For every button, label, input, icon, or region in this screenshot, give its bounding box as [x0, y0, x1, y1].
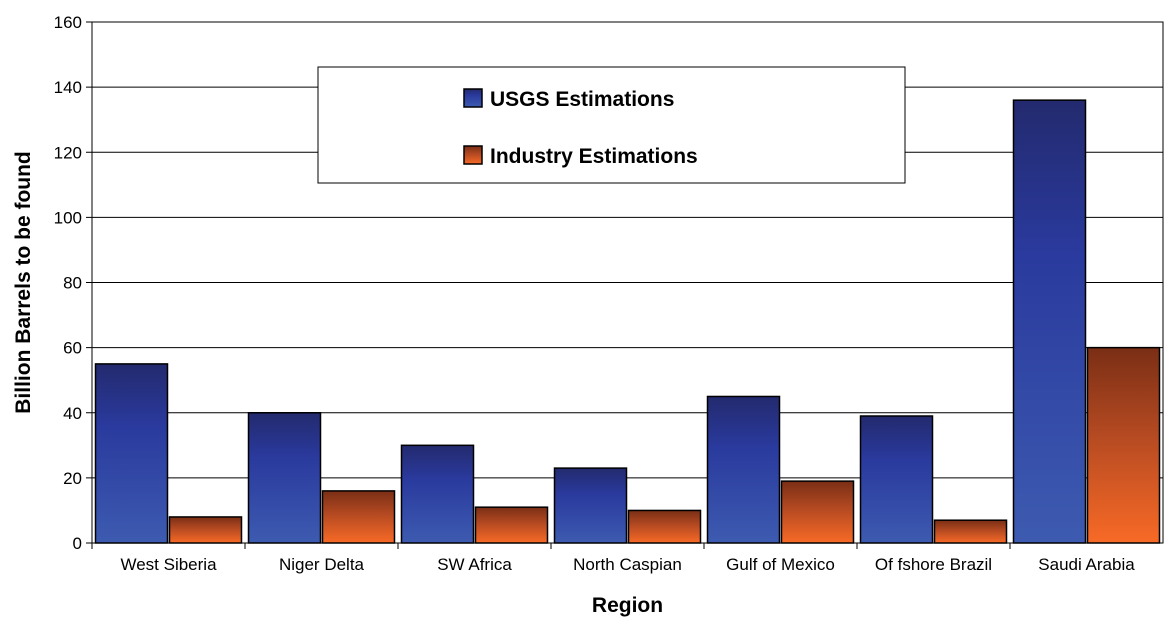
y-tick-label: 60: [63, 339, 82, 358]
x-axis-tick-labels: West Siberia Niger Delta SW Africa North Ca…: [91, 543, 1135, 574]
x-tick-label: North Caspian: [573, 555, 682, 574]
y-tick-label: 100: [54, 208, 82, 227]
legend-label-industry: Industry Estimations: [490, 145, 698, 168]
bar-industry-0: [168, 516, 243, 544]
y-tick-label: 20: [63, 469, 82, 488]
bar-industry-6: [1086, 346, 1161, 544]
bar-usgs-1: [247, 412, 322, 544]
y-tick-label: 80: [63, 274, 82, 293]
bar-usgs-6: [1012, 99, 1087, 544]
y-tick-label: 120: [54, 143, 82, 162]
legend: USGS Estimations Industry Estimations: [317, 66, 906, 184]
bar-industry-2: [474, 506, 549, 544]
y-tick-label: 140: [54, 78, 82, 97]
bar-usgs-3: [553, 467, 628, 544]
legend-box: [317, 66, 906, 184]
y-tick-label: 40: [63, 404, 82, 423]
x-tick-label: Of fshore Brazil: [875, 555, 992, 574]
legend-label-usgs: USGS Estimations: [490, 88, 674, 111]
y-tick-label: 0: [73, 534, 82, 553]
x-tick-label: SW Africa: [437, 555, 512, 574]
bars-group: [94, 99, 1161, 544]
x-tick-label: West Siberia: [120, 555, 217, 574]
y-tick-label: 160: [54, 13, 82, 32]
bar-usgs-0: [94, 363, 169, 544]
x-axis-title: Region: [592, 594, 663, 617]
legend-swatch-usgs: [463, 88, 483, 108]
bar-industry-5: [933, 519, 1008, 544]
bar-usgs-5: [859, 415, 934, 544]
legend-swatch-industry: [463, 145, 483, 165]
x-tick-label: Saudi Arabia: [1038, 555, 1135, 574]
y-axis-tick-labels: 0 20 40 60 80 100 120 140 160: [54, 13, 92, 553]
bar-usgs-4: [706, 395, 781, 544]
x-tick-label: Niger Delta: [279, 555, 365, 574]
bar-usgs-2: [400, 444, 475, 544]
bar-industry-4: [780, 480, 855, 544]
bar-industry-3: [627, 509, 702, 544]
y-axis-title: Billion Barrels to be found: [12, 151, 35, 414]
bar-industry-1: [321, 490, 396, 544]
x-tick-label: Gulf of Mexico: [726, 555, 835, 574]
